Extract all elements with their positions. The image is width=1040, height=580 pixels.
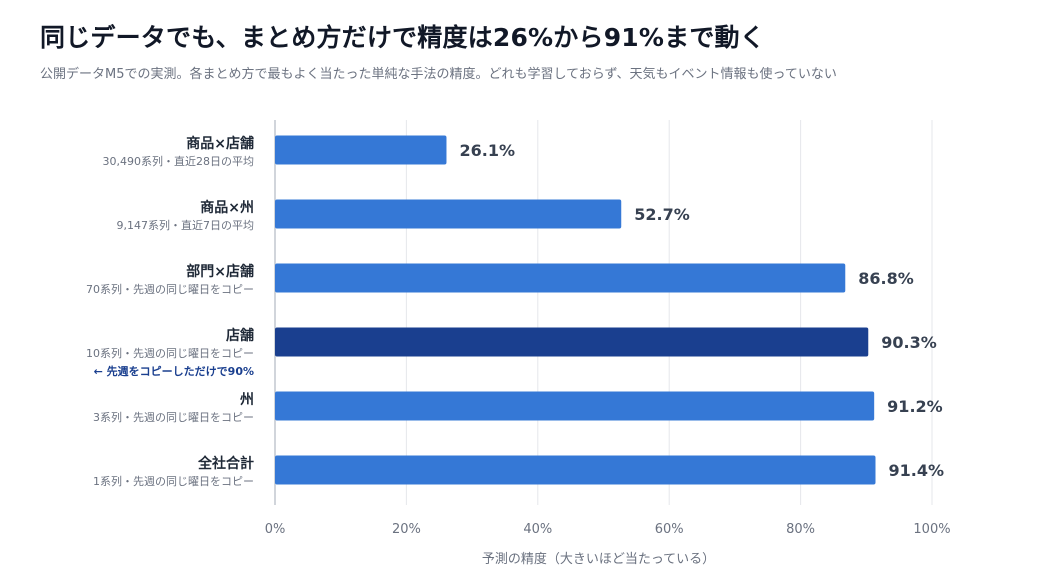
x-tick-label: 40% (523, 522, 552, 537)
bar-value-label: 91.4% (888, 461, 944, 480)
category-sublabel: 30,490系列・直近28日の平均 (103, 154, 255, 168)
category-sublabel: 70系列・先週の同じ曜日をコピー (86, 282, 254, 296)
bar-value-label: 52.7% (634, 205, 690, 224)
bar-value-label: 90.3% (881, 333, 937, 352)
bar (275, 455, 876, 485)
chart-subtitle: 公開データM5での実測。各まとめ方で最もよく当たった単純な手法の精度。どれも学習… (40, 67, 837, 82)
x-tick-label: 100% (913, 522, 950, 537)
category-label: 部門×店舗 (186, 263, 254, 280)
bar-value-label: 26.1% (459, 141, 515, 160)
x-axis-ticks: 0% 20% 40% 60% 80% 100% (265, 522, 951, 537)
x-tick-label: 60% (655, 522, 684, 537)
category-label: 店舗 (226, 327, 254, 344)
bars: 26.1% 52.7% 86.8% 90.3% 91.2% 91.4% (275, 135, 944, 485)
x-tick-label: 0% (265, 522, 286, 537)
category-annotation: ← 先週をコピーしただけで90% (94, 364, 254, 378)
category-sublabel: 1系列・先週の同じ曜日をコピー (93, 474, 254, 488)
grid-lines (274, 120, 933, 505)
bar (275, 391, 875, 421)
x-tick-label: 20% (392, 522, 421, 537)
bar-value-label: 91.2% (887, 397, 943, 416)
category-label: 全社合計 (197, 455, 254, 472)
category-sublabel: 9,147系列・直近7日の平均 (117, 218, 255, 232)
category-label: 州 (239, 392, 254, 408)
category-label: 商品×店舗 (186, 135, 254, 152)
bar (275, 199, 622, 229)
x-axis-title: 予測の精度（大きいほど当たっている） (482, 551, 715, 567)
x-tick-label: 80% (786, 522, 815, 537)
category-sublabel: 10系列・先週の同じ曜日をコピー (86, 346, 254, 360)
bar-value-label: 86.8% (858, 269, 914, 288)
bar (275, 263, 846, 293)
bar (275, 135, 447, 165)
chart-title: 同じデータでも、まとめ方だけで精度は26%から91%まで動く (40, 23, 765, 52)
bar (275, 327, 869, 357)
category-sublabel: 3系列・先週の同じ曜日をコピー (93, 410, 254, 424)
category-label: 商品×州 (200, 199, 254, 216)
